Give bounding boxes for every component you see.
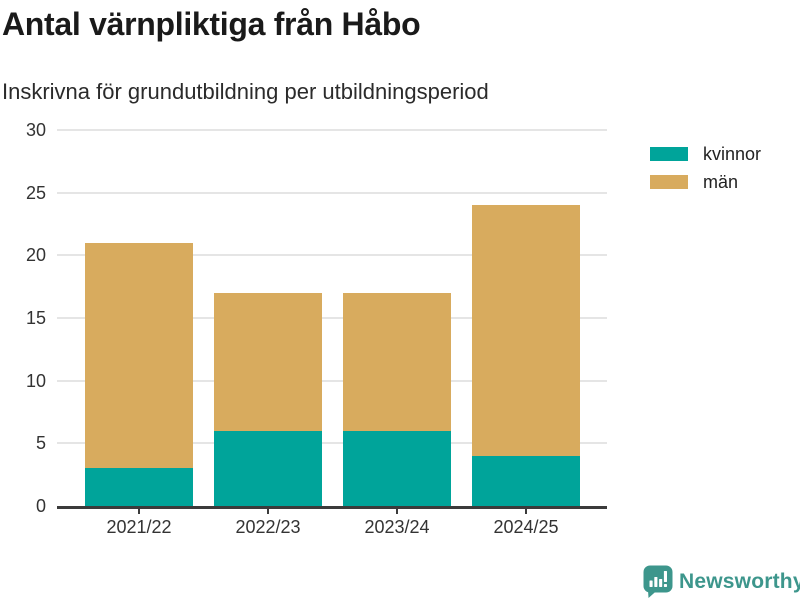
x-tick-mark — [396, 509, 398, 514]
y-tick-label: 10 — [25, 370, 46, 391]
x-tick-mark — [267, 509, 269, 514]
y-tick-label: 20 — [25, 245, 46, 266]
x-tick-label: 2022/23 — [235, 517, 301, 537]
brand-footer: Newsworthy — [643, 565, 800, 598]
gridline — [57, 379, 607, 382]
x-tick-mark — [525, 509, 527, 514]
bar-segment-män-2023/24 — [343, 292, 451, 431]
x-tick-label: 2023/24 — [364, 517, 430, 537]
bar-segment-män-2021/22 — [85, 242, 193, 469]
y-tick-label: 5 — [35, 433, 46, 454]
chart-subtitle: Inskrivna för grundutbildning per utbild… — [2, 79, 489, 104]
bar-segment-kvinnor-2021/22 — [85, 468, 193, 506]
newsworthy-logo-icon — [643, 565, 673, 598]
x-tick-mark — [138, 509, 140, 514]
gridline — [57, 442, 607, 445]
x-tick-label: 2024/25 — [493, 517, 559, 537]
y-tick-label: 15 — [25, 308, 46, 328]
x-axis-line — [57, 506, 607, 509]
brand-name: Newsworthy — [679, 569, 800, 593]
y-tick-label: 25 — [25, 182, 46, 203]
gridline — [57, 191, 607, 194]
chart-title: Antal värnpliktiga från Håbo — [2, 6, 421, 42]
bar-segment-kvinnor-2023/24 — [343, 430, 451, 506]
gridline — [57, 254, 607, 257]
bar-segment-kvinnor-2022/23 — [214, 430, 322, 506]
legend-item: män — [650, 172, 761, 192]
gridline — [57, 129, 607, 131]
bar-segment-män-2024/25 — [472, 205, 580, 456]
y-tick-label: 0 — [35, 496, 46, 516]
legend-item: kvinnor — [650, 144, 761, 164]
legend-swatch — [650, 175, 688, 189]
gridline — [57, 317, 607, 319]
x-tick-label: 2021/22 — [106, 517, 172, 537]
legend-swatch — [650, 147, 688, 161]
y-tick-label: 30 — [25, 120, 46, 140]
bar-segment-kvinnor-2024/25 — [472, 455, 580, 506]
legend-label: kvinnor — [703, 143, 762, 164]
legend-label: män — [703, 171, 739, 192]
legend: kvinnor män — [650, 144, 761, 203]
bar-segment-män-2022/23 — [214, 292, 322, 431]
